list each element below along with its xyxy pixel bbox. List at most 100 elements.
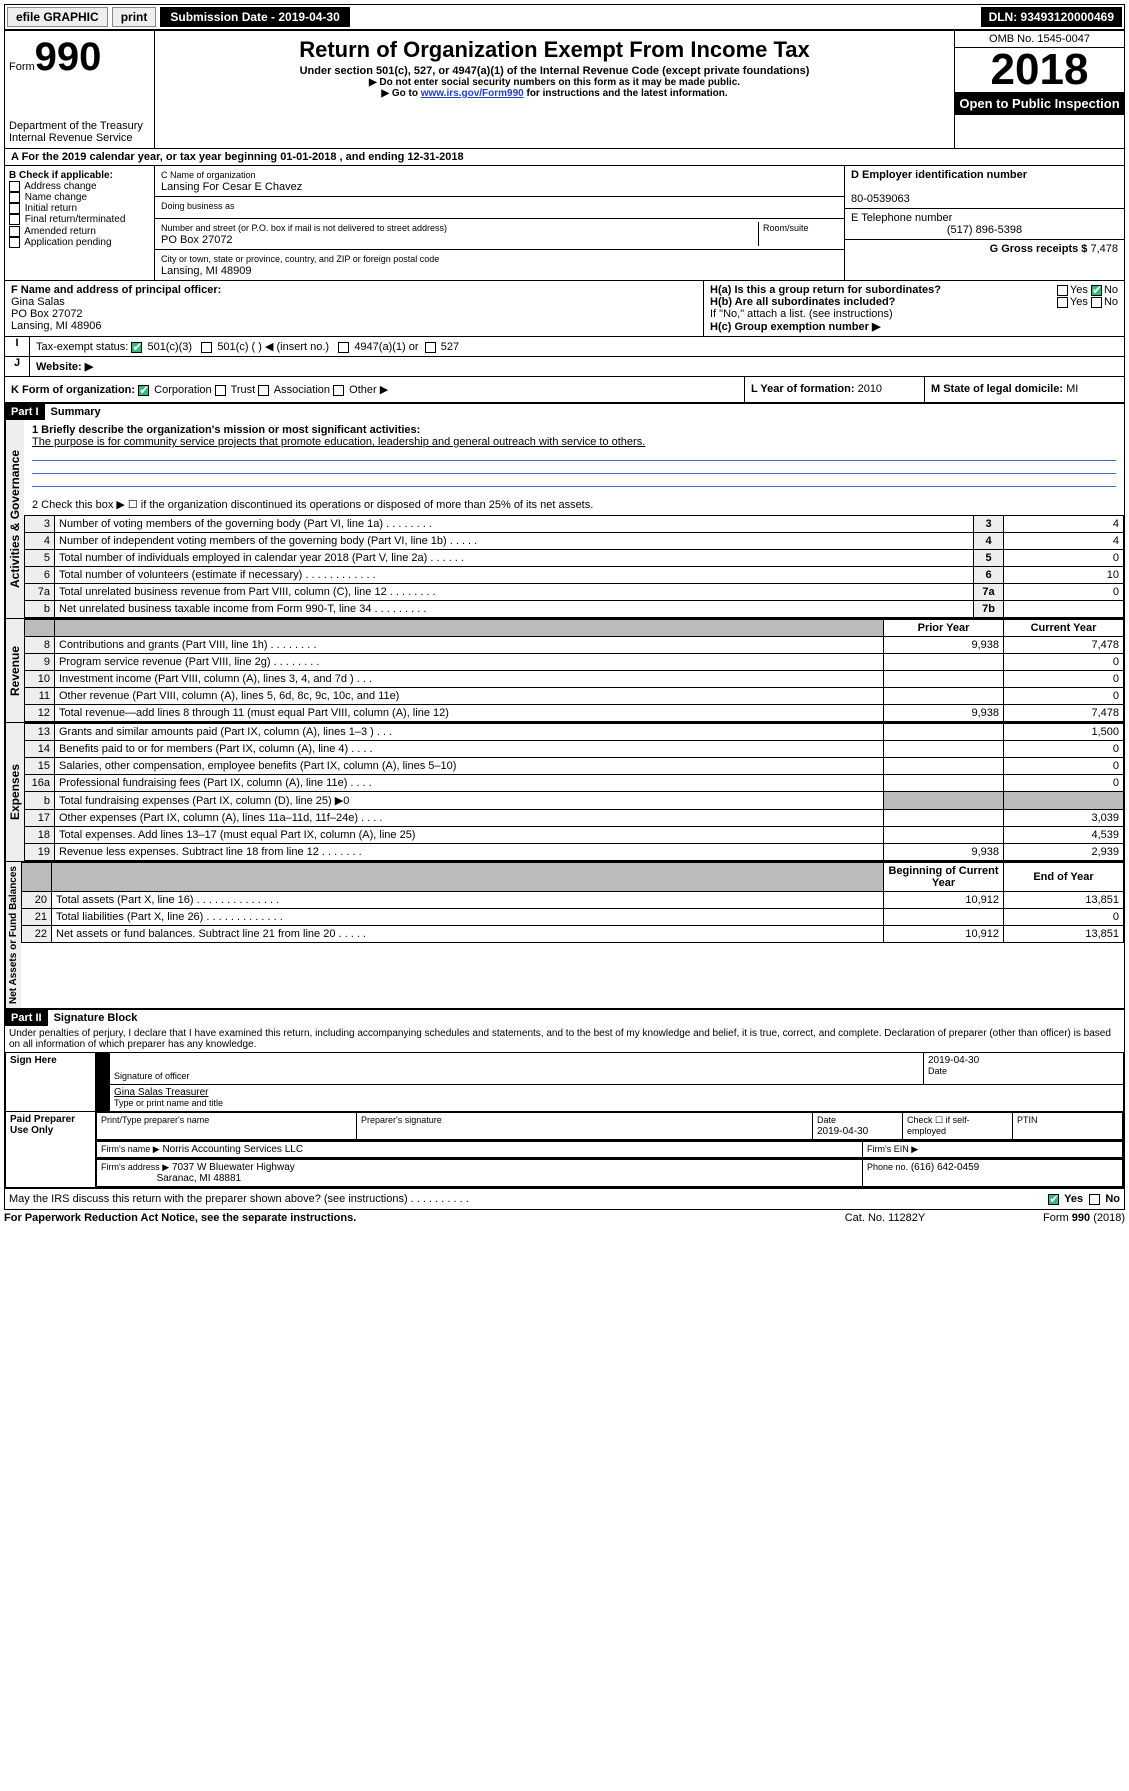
h-a-label: H(a) Is this a group return for subordin… — [710, 284, 941, 296]
omb-box: OMB No. 1545-0047 2018 Open to Public In… — [954, 31, 1124, 148]
discuss-no[interactable] — [1089, 1194, 1100, 1205]
side-revenue: Revenue — [5, 619, 24, 722]
ha-no[interactable] — [1091, 285, 1102, 296]
page-footer: For Paperwork Reduction Act Notice, see … — [4, 1210, 1125, 1226]
line-1-label: 1 Briefly describe the organization's mi… — [32, 424, 420, 436]
line-val: 4 — [1004, 533, 1124, 550]
goto-suffix: for instructions and the latest informat… — [524, 88, 728, 99]
check-501c[interactable] — [201, 342, 212, 353]
line-desc: Total number of volunteers (estimate if … — [55, 567, 974, 584]
check-initial-return[interactable] — [9, 203, 20, 214]
dln: DLN: 93493120000469 — [981, 7, 1122, 27]
line-desc: Number of voting members of the governin… — [55, 516, 974, 533]
hb-no[interactable] — [1091, 297, 1102, 308]
city-state-zip: Lansing, MI 48909 — [161, 265, 252, 277]
pra-notice: For Paperwork Reduction Act Notice, see … — [4, 1212, 805, 1224]
opt-501c: 501(c) ( ) ◀ (insert no.) — [217, 341, 329, 353]
line-desc: Revenue less expenses. Subtract line 18 … — [55, 844, 884, 861]
phone-label: E Telephone number — [851, 212, 952, 224]
line-desc: Other revenue (Part VIII, column (A), li… — [55, 688, 884, 705]
curr-val: 3,039 — [1004, 810, 1124, 827]
line-num: b — [25, 601, 55, 618]
line-desc: Total unrelated business revenue from Pa… — [55, 584, 974, 601]
officer-addr1: PO Box 27072 — [11, 308, 83, 320]
line-num: 18 — [25, 827, 55, 844]
check-final-return[interactable] — [9, 214, 20, 225]
street-address: PO Box 27072 — [161, 234, 233, 246]
officer-addr2: Lansing, MI 48906 — [11, 320, 102, 332]
check-4947[interactable] — [338, 342, 349, 353]
gross-receipts-value: 7,478 — [1090, 243, 1118, 255]
opt-final-return: Final return/terminated — [25, 215, 126, 226]
line-desc: Net unrelated business taxable income fr… — [55, 601, 974, 618]
firm-addr-label: Firm's address ▶ — [101, 1162, 169, 1172]
prior-val — [884, 688, 1004, 705]
gross-receipts-label: G Gross receipts $ — [990, 243, 1088, 255]
line-num: 7a — [25, 584, 55, 601]
sig-officer-label: Signature of officer — [114, 1071, 189, 1081]
line-num: 19 — [25, 844, 55, 861]
line-num: 22 — [22, 926, 52, 943]
period-text: A For the 2019 calendar year, or tax yea… — [11, 151, 464, 163]
curr-val: 0 — [1004, 909, 1124, 926]
print-button[interactable]: print — [112, 7, 157, 27]
line-num: 8 — [25, 637, 55, 654]
check-app-pending[interactable] — [9, 237, 20, 248]
line-key: 6 — [974, 567, 1004, 584]
officer-group-row: F Name and address of principal officer:… — [5, 280, 1124, 336]
line-num: 11 — [25, 688, 55, 705]
curr-val: 13,851 — [1004, 926, 1124, 943]
line-desc: Investment income (Part VIII, column (A)… — [55, 671, 884, 688]
addr-label: Number and street (or P.O. box if mail i… — [161, 223, 447, 233]
opt-name-change: Name change — [25, 192, 87, 203]
check-corp[interactable] — [138, 385, 149, 396]
opt-address-change: Address change — [24, 181, 96, 192]
check-name-change[interactable] — [9, 192, 20, 203]
line-val — [1004, 601, 1124, 618]
firm-name-label: Firm's name ▶ — [101, 1144, 160, 1154]
org-name: Lansing For Cesar E Chavez — [161, 181, 302, 193]
row-j: J — [5, 357, 30, 376]
no-label: No — [1105, 1193, 1120, 1205]
part-ii-header: Part II — [5, 1010, 48, 1026]
hb-yes[interactable] — [1057, 297, 1068, 308]
cat-no: Cat. No. 11282Y — [805, 1212, 965, 1224]
prior-val: 9,938 — [884, 844, 1004, 861]
firm-addr: 7037 W Bluewater Highway — [172, 1162, 295, 1173]
line-desc: Salaries, other compensation, employee b… — [55, 758, 884, 775]
line-num: 21 — [22, 909, 52, 926]
curr-val: 1,500 — [1004, 724, 1124, 741]
ein-label: D Employer identification number — [851, 169, 1027, 181]
discuss-yes[interactable] — [1048, 1194, 1059, 1205]
part-ii-title: Signature Block — [54, 1012, 138, 1024]
side-netassets: Net Assets or Fund Balances — [5, 862, 21, 1008]
check-527[interactable] — [425, 342, 436, 353]
firm-ein-label: Firm's EIN ▶ — [867, 1144, 918, 1154]
spacer — [354, 14, 977, 20]
curr-val: 0 — [1004, 654, 1124, 671]
officer-label: F Name and address of principal officer: — [11, 284, 221, 296]
discuss-text: May the IRS discuss this return with the… — [9, 1193, 469, 1205]
line-2-label: 2 Check this box ▶ ☐ if the organization… — [32, 498, 1116, 511]
line-desc: Total liabilities (Part X, line 26) . . … — [52, 909, 884, 926]
check-amended[interactable] — [9, 226, 20, 237]
check-trust[interactable] — [215, 385, 226, 396]
prep-name-label: Print/Type preparer's name — [101, 1115, 209, 1125]
ha-yes[interactable] — [1057, 285, 1068, 296]
opt-app-pending: Application pending — [24, 237, 111, 248]
line-key: 3 — [974, 516, 1004, 533]
prep-date: 2019-04-30 — [817, 1126, 868, 1137]
opt-initial-return: Initial return — [25, 203, 77, 214]
check-other[interactable] — [333, 385, 344, 396]
irs-link[interactable]: www.irs.gov/Form990 — [421, 88, 524, 99]
check-assoc[interactable] — [258, 385, 269, 396]
check-501c3[interactable] — [131, 342, 142, 353]
line-val: 0 — [1004, 584, 1124, 601]
perjury-declaration: Under penalties of perjury, I declare th… — [5, 1026, 1124, 1052]
efile-graphic-button[interactable]: efile GRAPHIC — [7, 7, 108, 27]
curr-val: 0 — [1004, 758, 1124, 775]
check-address-change[interactable] — [9, 181, 20, 192]
prior-val — [884, 758, 1004, 775]
h-c-label: H(c) Group exemption number ▶ — [710, 321, 880, 333]
side-activities: Activities & Governance — [5, 420, 24, 618]
